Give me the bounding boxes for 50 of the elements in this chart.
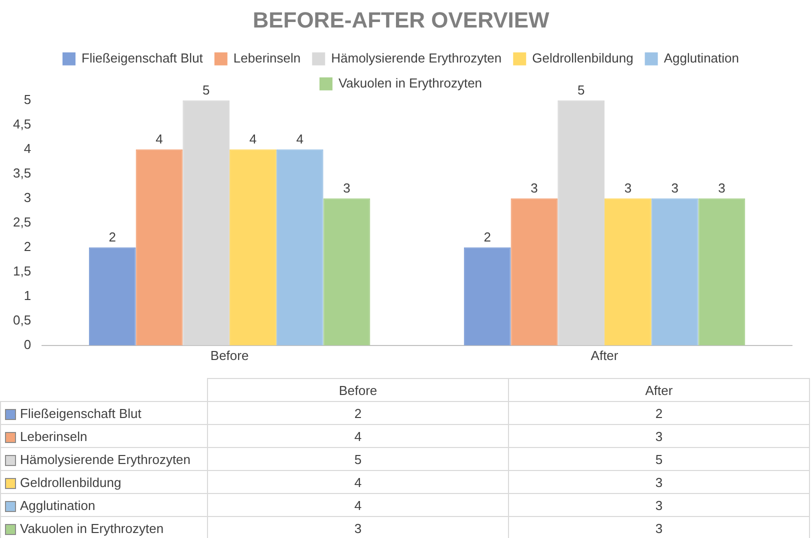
y-tick-label: 2,5 (12, 214, 32, 230)
data-label: 2 (208, 402, 508, 424)
data-label: 4 (208, 494, 508, 516)
y-tick-label: 3,5 (12, 165, 32, 180)
legend-label: Hämolysierende Erythrozyten (0, 448, 208, 470)
chart-title: BEFORE-AFTER OVERVIEW (252, 7, 550, 32)
data-label: 5 (208, 448, 508, 470)
data-label: 4 (156, 131, 163, 146)
data-label: 3 (208, 516, 508, 538)
legend-label: Fließeigenschaft Blut (0, 402, 208, 424)
data-label: 3 (530, 180, 538, 196)
category-label: Before (208, 378, 508, 402)
legend-label: Vakuolen in Erythrozyten (0, 516, 208, 538)
data-label: 4 (208, 424, 508, 448)
y-tick-label: 5 (24, 92, 32, 107)
y-tick-label: 3 (24, 190, 32, 205)
legend-label: Agglutination (664, 50, 739, 66)
legend-label: Leberinseln (0, 424, 208, 448)
legend-label: Fließeigenschaft Blut (82, 50, 204, 66)
legend-label: Vakuolen in Erythrozyten (338, 75, 482, 90)
y-tick-label: 0,5 (12, 312, 32, 328)
data-label: 4 (249, 131, 257, 146)
data-label: 3 (343, 180, 350, 196)
data-label: 3 (624, 180, 632, 196)
legend-label: Geldrollenbildung (0, 470, 208, 494)
legend-label: Geldrollenbildung (532, 50, 634, 66)
data-label: 3 (508, 470, 810, 494)
data-label: 3 (508, 424, 810, 448)
y-tick-label: 4,5 (12, 116, 32, 132)
data-label: 3 (718, 180, 726, 196)
category-label: After (508, 378, 810, 402)
data-label: 2 (484, 229, 491, 244)
data-label: 4 (208, 470, 508, 494)
data-label: 3 (508, 516, 810, 538)
data-label: 4 (296, 131, 304, 146)
data-label: 2 (508, 402, 810, 424)
data-label: 5 (508, 448, 810, 470)
legend-label: Hämolysierende Erythrozyten (331, 50, 502, 66)
y-tick-label: 1,5 (12, 263, 32, 278)
y-tick-label: 4 (24, 140, 32, 156)
legend-label: Agglutination (0, 494, 208, 516)
data-label: 3 (671, 180, 678, 196)
y-tick-label: 0 (24, 336, 32, 352)
data-label: 5 (577, 82, 585, 98)
y-tick-label: 1 (24, 288, 32, 303)
data-label: 3 (508, 494, 810, 516)
data-label: 5 (202, 82, 210, 98)
data-label: 2 (108, 229, 116, 244)
legend-label: Leberinseln (233, 50, 301, 66)
y-tick-label: 2 (24, 238, 32, 254)
